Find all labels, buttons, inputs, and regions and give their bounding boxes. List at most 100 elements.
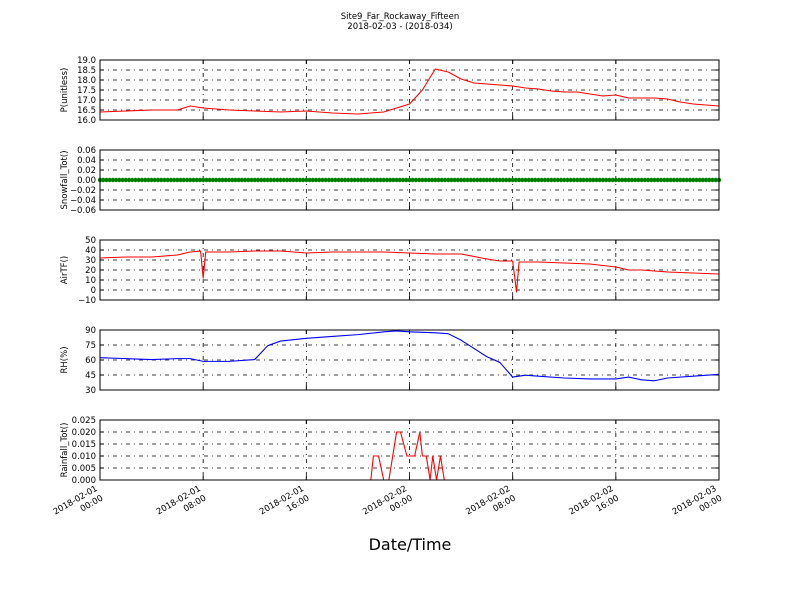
y-tick-label: 16.0 <box>77 116 96 126</box>
data-point <box>445 177 451 183</box>
data-point <box>104 177 109 183</box>
data-point <box>110 177 116 183</box>
data-point <box>558 177 564 183</box>
data-point <box>246 177 251 183</box>
data-point <box>681 177 686 183</box>
data-point <box>368 177 374 183</box>
data-point <box>294 177 299 183</box>
data-point <box>516 177 522 183</box>
data-point <box>636 177 641 183</box>
y-tick-label: 0 <box>91 286 96 296</box>
axes-frame <box>99 419 720 481</box>
data-point <box>394 177 399 183</box>
data-point <box>229 177 235 183</box>
y-tick-label: 40 <box>85 246 96 256</box>
data-point <box>194 177 199 183</box>
subplot-1: 16.016.517.017.518.018.519.0 P(unitless) <box>60 56 720 126</box>
data-point <box>500 177 506 183</box>
data-point <box>442 177 448 183</box>
data-point <box>410 177 415 183</box>
data-point <box>346 177 351 183</box>
data-point <box>471 177 477 183</box>
data-point <box>487 177 493 183</box>
y-tick-label: −0.04 <box>70 196 96 206</box>
data-point <box>475 177 480 183</box>
data-point <box>465 177 470 183</box>
data-point <box>168 177 174 183</box>
data-point <box>317 177 322 183</box>
y-tick-label: 45 <box>85 371 96 381</box>
data-point <box>552 177 557 183</box>
data-point <box>423 177 428 183</box>
data-point <box>387 177 393 183</box>
data-point <box>297 177 303 183</box>
x-tick-label: 2018-02-0208:00 <box>464 484 517 527</box>
y-tick-label: 18.5 <box>77 66 96 76</box>
data-point <box>436 177 441 183</box>
data-point <box>288 177 293 183</box>
data-point <box>565 177 570 183</box>
data-point <box>433 177 438 183</box>
y-tick-label: 90 <box>85 326 96 336</box>
data-point <box>545 177 551 183</box>
data-point <box>130 177 135 183</box>
data-point <box>713 177 718 183</box>
data-point <box>200 177 206 183</box>
data-point <box>458 177 464 183</box>
data-point <box>236 177 241 183</box>
data-point <box>523 177 528 183</box>
y-tick-label: 16.5 <box>77 106 96 116</box>
data-point <box>271 177 277 183</box>
y-axis-label: Rainfall_Tot() <box>60 423 70 478</box>
data-point <box>268 177 274 183</box>
x-tick-label: 2018-02-0300:00 <box>671 484 724 527</box>
data-point <box>594 177 599 183</box>
data-point <box>661 177 667 183</box>
data-point <box>520 177 525 183</box>
data-point <box>123 177 128 183</box>
y-tick-label: 18.0 <box>77 76 96 86</box>
data-point <box>613 177 619 183</box>
data-point <box>262 177 267 183</box>
data-point <box>420 177 425 183</box>
x-tick-label: 2018-02-0108:00 <box>155 484 208 527</box>
data-point <box>139 177 145 183</box>
data-point <box>629 177 635 183</box>
data-point <box>623 177 628 183</box>
subplot-5: 0.000 0.005 0.010 0.015 0.020 0.025Rainfall_T… <box>60 416 720 486</box>
data-point <box>265 177 270 183</box>
data-point <box>220 177 225 183</box>
axes-frame <box>99 329 720 391</box>
data-point <box>184 177 190 183</box>
data-point <box>652 177 657 183</box>
data-point <box>213 177 219 183</box>
data-point <box>574 177 580 183</box>
data-point <box>239 177 245 183</box>
data-point <box>117 177 122 183</box>
data-point <box>404 177 409 183</box>
data-point <box>568 177 573 183</box>
data-point <box>668 177 673 183</box>
axes-frame <box>99 149 720 211</box>
data-point <box>571 177 577 183</box>
data-point <box>697 177 702 183</box>
y-tick-label: 0.020 <box>72 428 96 438</box>
data-point <box>413 177 419 183</box>
x-tick-label: 2018-02-0116:00 <box>258 484 311 527</box>
y-tick-label: 60 <box>85 356 96 366</box>
y-tick-label: 75 <box>85 341 96 351</box>
data-point <box>207 177 212 183</box>
y-tick-label: 0.015 <box>72 440 96 450</box>
y-axis-label: RH(%) <box>60 346 70 373</box>
data-point <box>107 177 112 183</box>
y-tick-label: 17.5 <box>77 86 96 96</box>
data-point <box>381 177 386 183</box>
chart-subtitle: 2018-02-03 - (2018-034) <box>347 22 452 32</box>
data-point <box>655 177 660 183</box>
data-point <box>504 177 509 183</box>
data-point <box>658 177 664 183</box>
data-point <box>352 177 357 183</box>
y-tick-label: 17.0 <box>77 96 96 106</box>
x-tick-label: 2018-02-0100:00 <box>52 484 105 527</box>
y-tick-label: 30 <box>85 386 96 396</box>
